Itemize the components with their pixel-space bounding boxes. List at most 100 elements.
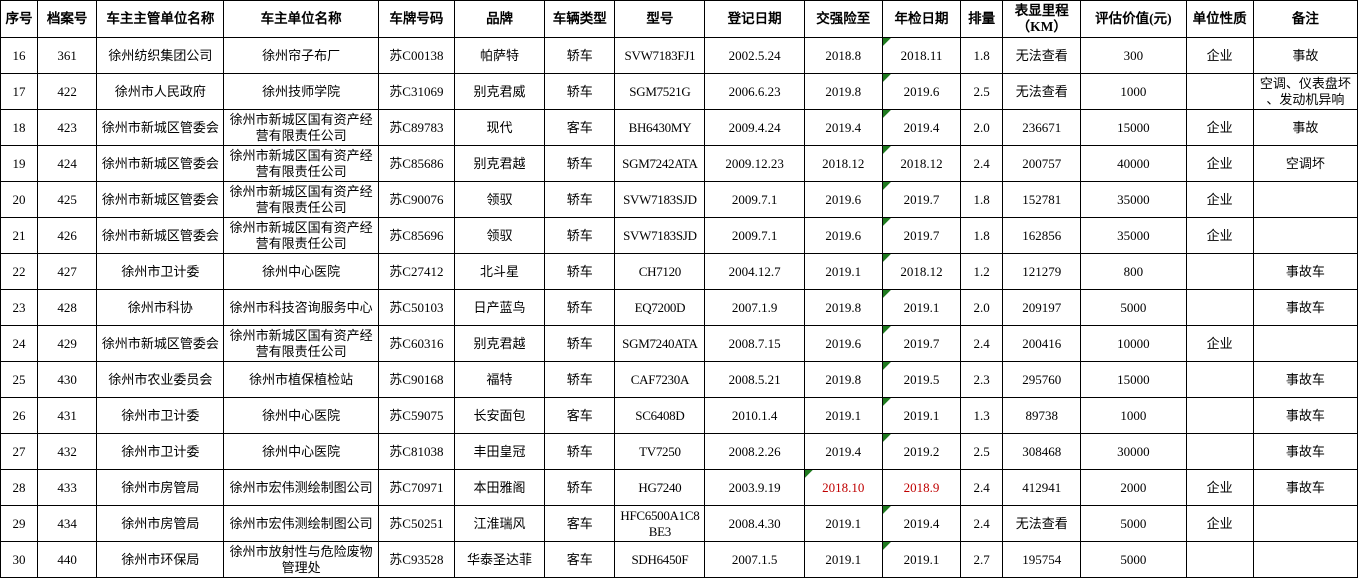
cell-model[interactable]: SC6408D bbox=[614, 397, 706, 434]
cell-displacement[interactable]: 2.4 bbox=[960, 505, 1004, 542]
cell-unit_nature[interactable]: 企业 bbox=[1185, 181, 1254, 218]
cell-insurance_until[interactable]: 2019.8 bbox=[803, 289, 883, 326]
cell-reg_date[interactable]: 2008.7.15 bbox=[704, 325, 805, 362]
cell-plate[interactable]: 苏C85696 bbox=[377, 217, 455, 254]
cell-inspection_date[interactable]: 2019.5 bbox=[881, 361, 962, 398]
cell-model[interactable]: SGM7521G bbox=[614, 73, 706, 110]
cell-file_no[interactable]: 423 bbox=[37, 109, 98, 146]
cell-seq[interactable]: 17 bbox=[0, 73, 39, 110]
cell-model[interactable]: HFC6500A1C8BE3 bbox=[614, 505, 706, 542]
cell-reg_date[interactable]: 2002.5.24 bbox=[704, 37, 805, 74]
cell-remark[interactable]: 事故车 bbox=[1252, 469, 1359, 506]
cell-remark[interactable] bbox=[1252, 181, 1359, 218]
cell-displacement[interactable]: 2.5 bbox=[960, 433, 1004, 470]
cell-brand[interactable]: 华泰圣达菲 bbox=[453, 541, 546, 578]
cell-insurance_until[interactable]: 2018.8 bbox=[803, 37, 883, 74]
cell-remark[interactable]: 事故 bbox=[1252, 37, 1359, 74]
cell-inspection_date[interactable]: 2019.7 bbox=[881, 217, 962, 254]
cell-owner[interactable]: 徐州市宏伟测绘制图公司 bbox=[223, 469, 379, 506]
cell-plate[interactable]: 苏C27412 bbox=[377, 253, 455, 290]
cell-owner[interactable]: 徐州市科技咨询服务中心 bbox=[223, 289, 379, 326]
cell-owner[interactable]: 徐州市新城区国有资产经营有限责任公司 bbox=[223, 325, 379, 362]
cell-reg_date[interactable]: 2010.1.4 bbox=[704, 397, 805, 434]
cell-reg_date[interactable]: 2009.7.1 bbox=[704, 217, 805, 254]
cell-inspection_date[interactable]: 2018.9 bbox=[881, 469, 962, 506]
cell-inspection_date[interactable]: 2018.12 bbox=[881, 145, 962, 182]
cell-remark[interactable]: 空调坏 bbox=[1252, 145, 1359, 182]
cell-remark[interactable]: 事故 bbox=[1252, 109, 1359, 146]
cell-plate[interactable]: 苏C00138 bbox=[377, 37, 455, 74]
cell-insurance_until[interactable]: 2019.1 bbox=[803, 397, 883, 434]
cell-remark[interactable] bbox=[1252, 217, 1359, 254]
column-header-brand[interactable]: 品牌 bbox=[453, 0, 546, 38]
cell-plate[interactable]: 苏C31069 bbox=[377, 73, 455, 110]
cell-plate[interactable]: 苏C89783 bbox=[377, 109, 455, 146]
cell-remark[interactable] bbox=[1252, 325, 1359, 362]
cell-unit_nature[interactable] bbox=[1185, 361, 1254, 398]
cell-unit_nature[interactable]: 企业 bbox=[1185, 505, 1254, 542]
cell-brand[interactable]: 别克君威 bbox=[453, 73, 546, 110]
cell-value[interactable]: 15000 bbox=[1080, 109, 1187, 146]
cell-inspection_date[interactable]: 2019.1 bbox=[881, 397, 962, 434]
cell-remark[interactable]: 空调、仪表盘坏 、发动机异响 bbox=[1252, 73, 1359, 110]
cell-model[interactable]: SDH6450F bbox=[614, 541, 706, 578]
cell-inspection_date[interactable]: 2019.1 bbox=[881, 541, 962, 578]
cell-insurance_until[interactable]: 2019.1 bbox=[803, 505, 883, 542]
cell-value[interactable]: 5000 bbox=[1080, 505, 1187, 542]
cell-file_no[interactable]: 428 bbox=[37, 289, 98, 326]
cell-supervisor[interactable]: 徐州市房管局 bbox=[96, 469, 225, 506]
cell-remark[interactable]: 事故车 bbox=[1252, 289, 1359, 326]
cell-reg_date[interactable]: 2009.4.24 bbox=[704, 109, 805, 146]
cell-displacement[interactable]: 2.0 bbox=[960, 289, 1004, 326]
cell-displacement[interactable]: 2.3 bbox=[960, 361, 1004, 398]
cell-value[interactable]: 30000 bbox=[1080, 433, 1187, 470]
cell-unit_nature[interactable]: 企业 bbox=[1185, 145, 1254, 182]
cell-value[interactable]: 15000 bbox=[1080, 361, 1187, 398]
cell-reg_date[interactable]: 2009.12.23 bbox=[704, 145, 805, 182]
cell-vehicle_type[interactable]: 客车 bbox=[544, 505, 616, 542]
cell-inspection_date[interactable]: 2019.4 bbox=[881, 109, 962, 146]
cell-seq[interactable]: 29 bbox=[0, 505, 39, 542]
cell-displacement[interactable]: 2.4 bbox=[960, 325, 1004, 362]
cell-plate[interactable]: 苏C59075 bbox=[377, 397, 455, 434]
cell-insurance_until[interactable]: 2019.8 bbox=[803, 73, 883, 110]
column-header-insurance_until[interactable]: 交强险至 bbox=[803, 0, 883, 38]
cell-model[interactable]: SVW7183FJ1 bbox=[614, 37, 706, 74]
column-header-owner[interactable]: 车主单位名称 bbox=[223, 0, 379, 38]
cell-displacement[interactable]: 1.2 bbox=[960, 253, 1004, 290]
cell-model[interactable]: SVW7183SJD bbox=[614, 181, 706, 218]
cell-plate[interactable]: 苏C93528 bbox=[377, 541, 455, 578]
cell-displacement[interactable]: 2.4 bbox=[960, 469, 1004, 506]
cell-vehicle_type[interactable]: 客车 bbox=[544, 541, 616, 578]
cell-mileage[interactable]: 无法查看 bbox=[1002, 505, 1082, 542]
cell-unit_nature[interactable] bbox=[1185, 73, 1254, 110]
cell-vehicle_type[interactable]: 轿车 bbox=[544, 325, 616, 362]
cell-inspection_date[interactable]: 2018.12 bbox=[881, 253, 962, 290]
cell-model[interactable]: TV7250 bbox=[614, 433, 706, 470]
cell-mileage[interactable]: 152781 bbox=[1002, 181, 1082, 218]
column-header-remark[interactable]: 备注 bbox=[1252, 0, 1359, 38]
cell-file_no[interactable]: 432 bbox=[37, 433, 98, 470]
cell-reg_date[interactable]: 2009.7.1 bbox=[704, 181, 805, 218]
cell-value[interactable]: 5000 bbox=[1080, 289, 1187, 326]
cell-vehicle_type[interactable]: 客车 bbox=[544, 397, 616, 434]
cell-vehicle_type[interactable]: 轿车 bbox=[544, 433, 616, 470]
cell-seq[interactable]: 18 bbox=[0, 109, 39, 146]
cell-seq[interactable]: 19 bbox=[0, 145, 39, 182]
cell-vehicle_type[interactable]: 轿车 bbox=[544, 469, 616, 506]
cell-insurance_until[interactable]: 2019.6 bbox=[803, 217, 883, 254]
column-header-model[interactable]: 型号 bbox=[614, 0, 706, 38]
cell-brand[interactable]: 日产蓝鸟 bbox=[453, 289, 546, 326]
cell-seq[interactable]: 16 bbox=[0, 37, 39, 74]
cell-unit_nature[interactable] bbox=[1185, 433, 1254, 470]
cell-brand[interactable]: 长安面包 bbox=[453, 397, 546, 434]
cell-reg_date[interactable]: 2007.1.5 bbox=[704, 541, 805, 578]
cell-plate[interactable]: 苏C90076 bbox=[377, 181, 455, 218]
column-header-mileage[interactable]: 表显里程 （KM） bbox=[1002, 0, 1082, 38]
cell-mileage[interactable]: 无法查看 bbox=[1002, 37, 1082, 74]
cell-reg_date[interactable]: 2008.4.30 bbox=[704, 505, 805, 542]
cell-model[interactable]: BH6430MY bbox=[614, 109, 706, 146]
cell-inspection_date[interactable]: 2019.7 bbox=[881, 181, 962, 218]
cell-supervisor[interactable]: 徐州市新城区管委会 bbox=[96, 145, 225, 182]
cell-seq[interactable]: 20 bbox=[0, 181, 39, 218]
